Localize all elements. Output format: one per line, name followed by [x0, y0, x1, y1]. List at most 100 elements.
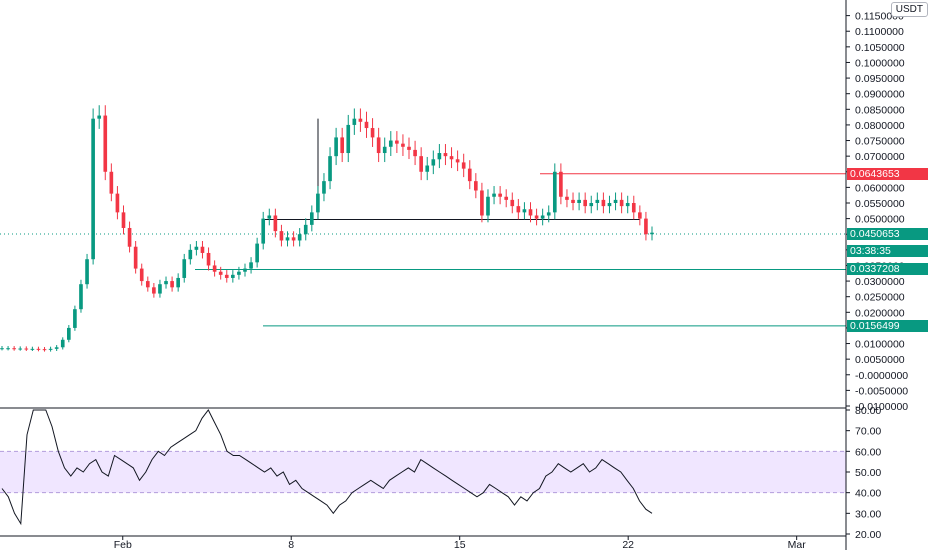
- date-tick-label: 22: [622, 539, 634, 550]
- candle-body: [60, 339, 65, 348]
- rsi-tick-label: 20.00: [855, 529, 881, 541]
- price-tick-label: 0.0250000: [855, 292, 905, 304]
- candle-body: [18, 348, 23, 350]
- candle-body: [425, 165, 430, 172]
- candle-body: [152, 287, 156, 294]
- candle-body: [401, 143, 405, 147]
- candle-body: [127, 227, 132, 247]
- candle-body: [370, 128, 375, 138]
- candle-body: [601, 199, 606, 207]
- price-tick-label: -0.0000000: [855, 370, 908, 382]
- candle-body: [376, 137, 381, 154]
- candle-body: [48, 348, 53, 350]
- candle-body: [467, 168, 472, 182]
- candle-body: [486, 196, 490, 216]
- candle-body: [413, 149, 417, 157]
- candle-body: [352, 118, 357, 125]
- candle-body: [650, 232, 654, 235]
- currency-selector[interactable]: USDT: [890, 2, 928, 17]
- candle-body: [285, 237, 290, 241]
- price-tick-label: 0.0200000: [855, 307, 905, 319]
- candle-body: [516, 206, 521, 213]
- candle-body: [474, 181, 478, 191]
- price-badge: 03:38:35: [847, 244, 928, 257]
- candle-body: [522, 209, 527, 213]
- candle-body: [73, 309, 77, 328]
- rsi-band: [0, 451, 846, 493]
- candle-body: [145, 281, 150, 288]
- candle-body: [133, 246, 138, 269]
- candle-body: [510, 199, 515, 207]
- candle-body: [638, 212, 642, 219]
- candle-body: [188, 249, 193, 260]
- candle-body: [158, 284, 162, 294]
- candle-body: [97, 115, 102, 119]
- price-tick-label: -0.0050000: [855, 385, 908, 397]
- price-tick-label: 0.0050000: [855, 354, 905, 366]
- rsi-pane: [0, 409, 846, 526]
- candle-body: [613, 199, 618, 203]
- candle-body: [625, 203, 630, 207]
- candle-body: [279, 231, 284, 241]
- candle-body: [121, 212, 126, 228]
- candle-body: [231, 274, 235, 278]
- candle-body: [395, 140, 399, 144]
- price-pane: [0, 105, 846, 352]
- rsi-tick-label: 60.00: [855, 446, 881, 458]
- candle-body: [528, 209, 533, 216]
- price-tick-label: 0.0700000: [855, 151, 905, 163]
- candle-body: [224, 274, 229, 278]
- candle-body: [546, 212, 551, 216]
- candle-body: [534, 215, 539, 219]
- candle-body: [309, 212, 314, 225]
- candle-body: [212, 265, 217, 272]
- candle-body: [449, 156, 454, 160]
- candle-body: [6, 348, 10, 350]
- candle-body: [358, 118, 363, 122]
- candle-body: [407, 146, 411, 150]
- candle-body: [79, 284, 83, 310]
- price-tick-label: 0.0750000: [855, 136, 905, 148]
- candle-body: [559, 171, 563, 197]
- date-tick-label: 8: [288, 539, 294, 550]
- axes: 0.11500000.11000000.10500000.10000000.09…: [0, 0, 908, 550]
- candle-body: [443, 153, 448, 157]
- rsi-line: [1, 409, 653, 526]
- candle-body: [631, 203, 636, 213]
- price-badge: 0.0337208: [847, 263, 928, 276]
- price-badge: 0.0156499: [847, 319, 928, 332]
- rsi-tick-label: 30.00: [855, 508, 881, 520]
- candle-body: [297, 234, 302, 241]
- candle-body: [577, 199, 581, 203]
- candle-body: [0, 348, 4, 350]
- candle-body: [170, 281, 174, 288]
- candle-body: [571, 199, 575, 203]
- candle-body: [552, 171, 557, 213]
- candle-body: [364, 121, 369, 129]
- candle-body: [194, 246, 199, 250]
- candle-body: [91, 118, 95, 260]
- price-tick-label: 0.0850000: [855, 104, 905, 116]
- candle-body: [540, 215, 545, 219]
- date-tick-label: Feb: [114, 539, 132, 550]
- rsi-tick-label: 40.00: [855, 488, 881, 500]
- candle-body: [24, 348, 29, 350]
- price-tick-label: 0.0600000: [855, 182, 905, 194]
- candle-body: [419, 156, 423, 172]
- candle-body: [249, 262, 253, 269]
- price-tick-label: 0.0300000: [855, 276, 905, 288]
- rsi-tick-label: 80.00: [855, 405, 881, 417]
- candle-body: [498, 193, 502, 197]
- candle-body: [480, 190, 484, 216]
- candle-body: [607, 203, 612, 207]
- candle-body: [206, 252, 211, 266]
- rsi-tick-label: 70.00: [855, 426, 881, 438]
- candle-body: [382, 146, 387, 154]
- date-tick-label: Mar: [788, 539, 807, 550]
- candle-body: [340, 137, 345, 154]
- price-tick-label: 0.1050000: [855, 42, 905, 54]
- candle-body: [644, 218, 648, 235]
- candle-body: [30, 348, 35, 350]
- date-tick-label: 15: [454, 539, 466, 550]
